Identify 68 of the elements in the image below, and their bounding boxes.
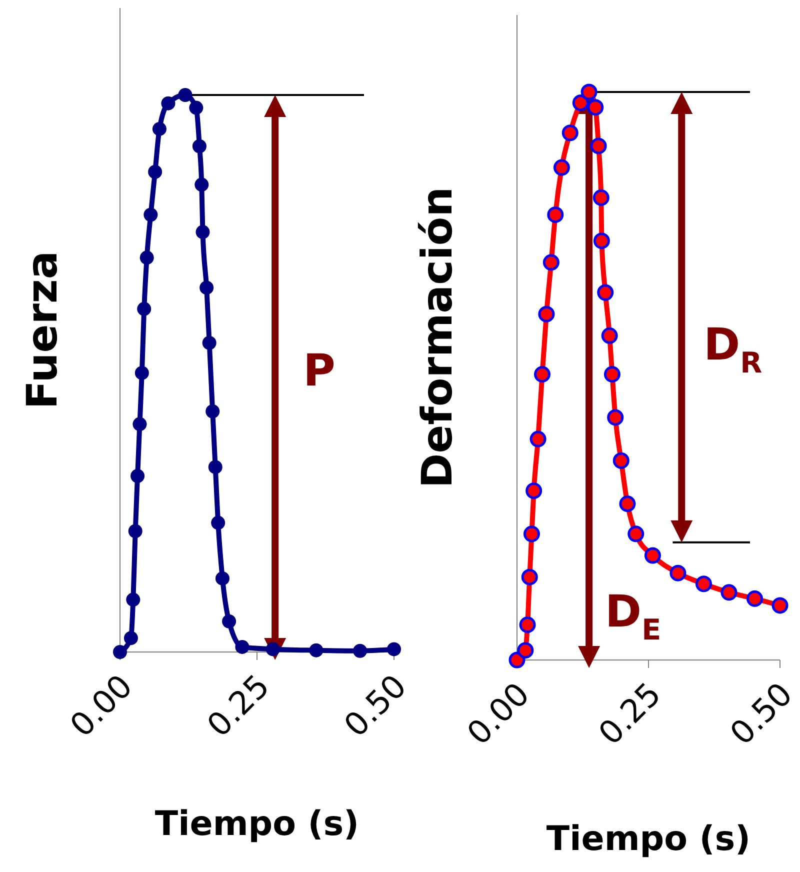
point [542,254,560,271]
point [206,404,220,418]
y-axis-title: Fuerza [17,250,66,410]
point [222,614,236,628]
x-axis-title: Tiempo (s) [546,819,751,859]
point [194,178,209,192]
point [215,571,230,586]
point [523,526,540,542]
point [553,159,570,176]
point [619,496,636,512]
annotation: D$_{R}$ [704,320,762,380]
point [152,122,166,136]
point [644,547,661,564]
point [134,366,149,380]
point [130,468,145,483]
point [670,564,686,582]
point [521,568,538,586]
point [592,189,610,206]
y-axis-title: Deformación [412,186,462,488]
point [530,430,546,448]
point [593,232,610,250]
point [772,597,788,614]
point [526,482,542,499]
point [534,366,550,383]
point [202,336,216,350]
point [519,616,536,634]
point [148,164,162,179]
point [508,652,526,668]
point [601,327,618,344]
point [309,643,324,658]
point [612,452,630,469]
point [161,96,176,110]
point [189,100,204,115]
point [628,526,644,542]
point [211,516,226,530]
point [562,124,578,142]
point [387,642,401,656]
point [178,88,192,102]
point [607,409,624,426]
point [587,99,604,116]
point [235,640,250,654]
point [126,592,140,607]
point [124,631,138,646]
point [580,84,598,100]
point [597,284,614,301]
annotation: D$_{E}$ [605,586,662,646]
point [695,576,712,592]
point [604,366,620,383]
point [266,642,280,656]
point [208,460,222,474]
point [572,94,589,112]
point [353,644,368,658]
point [140,250,154,265]
point [128,524,142,538]
point [547,206,564,223]
point [196,225,210,240]
point [720,584,738,601]
point [132,417,147,432]
point [200,280,214,295]
point [192,139,206,154]
point [144,208,158,222]
point [746,590,763,607]
annotation: P [303,346,336,397]
point [517,642,534,659]
point [538,306,555,322]
x-axis-title: Tiempo (s) [154,804,360,844]
point [590,138,607,154]
point [137,302,152,316]
